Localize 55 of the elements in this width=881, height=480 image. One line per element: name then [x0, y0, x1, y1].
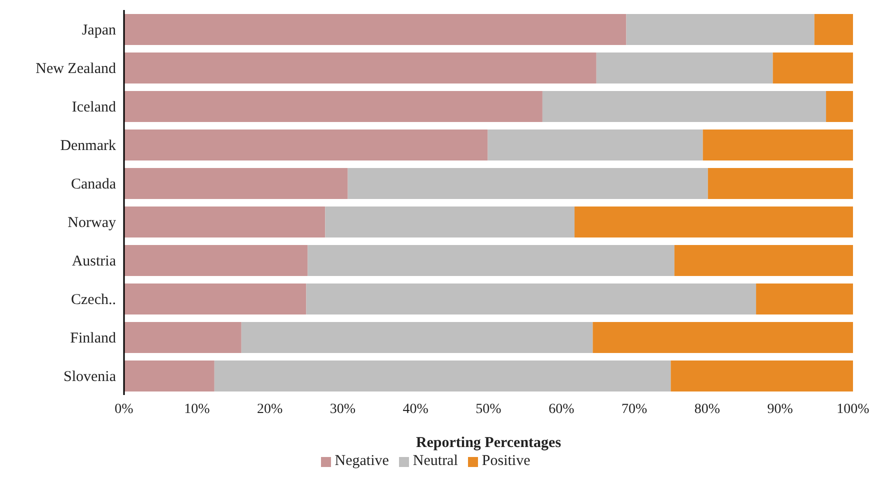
y-tick-label: Slovenia: [64, 369, 116, 386]
bar: [772, 52, 853, 84]
y-tick-label: Norway: [68, 215, 116, 232]
bar: [708, 168, 853, 199]
legend-label: Neutral: [412, 453, 458, 469]
bar: [124, 245, 308, 276]
bar: [325, 206, 575, 238]
bar: [348, 168, 708, 199]
x-tick-label: 20%: [256, 402, 283, 417]
x-tick-label: 10%: [184, 402, 210, 417]
bar: [756, 284, 853, 314]
y-tick-label: Austria: [72, 254, 116, 270]
x-tick-label: 70%: [621, 402, 648, 417]
x-axis-title: Reporting Percentages: [416, 435, 562, 451]
bar: [241, 322, 593, 353]
x-tick-label: 90%: [767, 402, 794, 417]
x-tick-label: 100%: [836, 402, 870, 417]
bar: [124, 360, 214, 392]
bar: [542, 91, 826, 122]
bar: [306, 284, 756, 314]
bar: [124, 168, 348, 199]
bar: [124, 130, 488, 160]
x-tick-label: 80%: [694, 402, 720, 417]
bar: [574, 206, 853, 238]
x-tick-label: 50%: [476, 402, 502, 417]
y-tick-label: Japan: [82, 22, 116, 39]
bar: [674, 245, 853, 276]
bar: [124, 14, 626, 45]
bar: [702, 130, 853, 160]
bar: [596, 52, 773, 84]
legend-label: Negative: [334, 453, 389, 469]
bar: [124, 52, 596, 84]
bar: [124, 206, 326, 238]
y-tick-label: Iceland: [72, 100, 116, 116]
bar: [124, 322, 242, 353]
x-tick-label: 0%: [114, 402, 134, 417]
x-tick-label: 40%: [402, 402, 429, 417]
bar: [124, 91, 542, 122]
bar: [308, 245, 674, 276]
x-tick-label: 30%: [330, 402, 356, 417]
y-tick-label: Czech..: [71, 292, 116, 308]
y-tick-label: Canada: [71, 176, 116, 193]
bar: [814, 14, 853, 45]
y-tick-label: Denmark: [60, 138, 116, 154]
bar: [488, 130, 703, 160]
bar: [626, 14, 814, 45]
bar: [670, 360, 853, 392]
bar: [592, 322, 853, 353]
y-tick-label: Finland: [70, 330, 116, 347]
legend-label: Positive: [482, 453, 530, 469]
x-tick-label: 60%: [548, 402, 575, 417]
bar: [826, 91, 853, 122]
y-tick-label: New Zealand: [36, 61, 116, 78]
bar: [124, 284, 306, 314]
bar: [214, 360, 671, 392]
